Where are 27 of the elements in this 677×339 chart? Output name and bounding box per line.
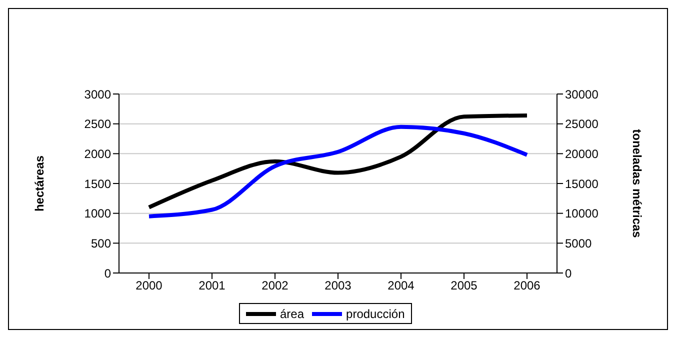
y2-axis-title: toneladas métricas — [630, 129, 644, 238]
x-tick-label: 2002 — [262, 278, 289, 293]
y-tick-label: 2000 — [84, 146, 112, 161]
y2-tick-label: 5000 — [565, 236, 592, 250]
y-tick-label: 0 — [104, 266, 112, 280]
line-series — [147, 113, 529, 210]
y2-tick-label: 20000 — [565, 146, 599, 161]
y2-tick-label: 10000 — [565, 206, 599, 221]
y-tick-label: 500 — [90, 236, 112, 250]
x-tick-label: 2006 — [514, 278, 541, 293]
x-tick-label: 2000 — [136, 278, 163, 293]
y2-tick-label: 0 — [565, 266, 572, 280]
y2-tick-label: 15000 — [565, 176, 599, 191]
y2-tick-label: 30000 — [565, 87, 599, 102]
y-axis-title: hectáreas — [32, 155, 46, 212]
y2-tick-label: 25000 — [565, 117, 599, 132]
y-tick-label: 1500 — [84, 176, 112, 191]
x-tick-label: 2001 — [198, 278, 226, 293]
y-tick-label: 3000 — [84, 87, 112, 102]
legend-label: producción — [346, 307, 405, 321]
x-tick-label: 2003 — [324, 278, 352, 293]
x-tick-label: 2004 — [388, 278, 415, 293]
legend-label: área — [280, 307, 304, 321]
y-tick-label: 2500 — [84, 117, 112, 132]
x-tick-label: 2005 — [450, 278, 478, 293]
y-tick-label: 1000 — [84, 206, 112, 221]
line-series — [147, 124, 529, 218]
